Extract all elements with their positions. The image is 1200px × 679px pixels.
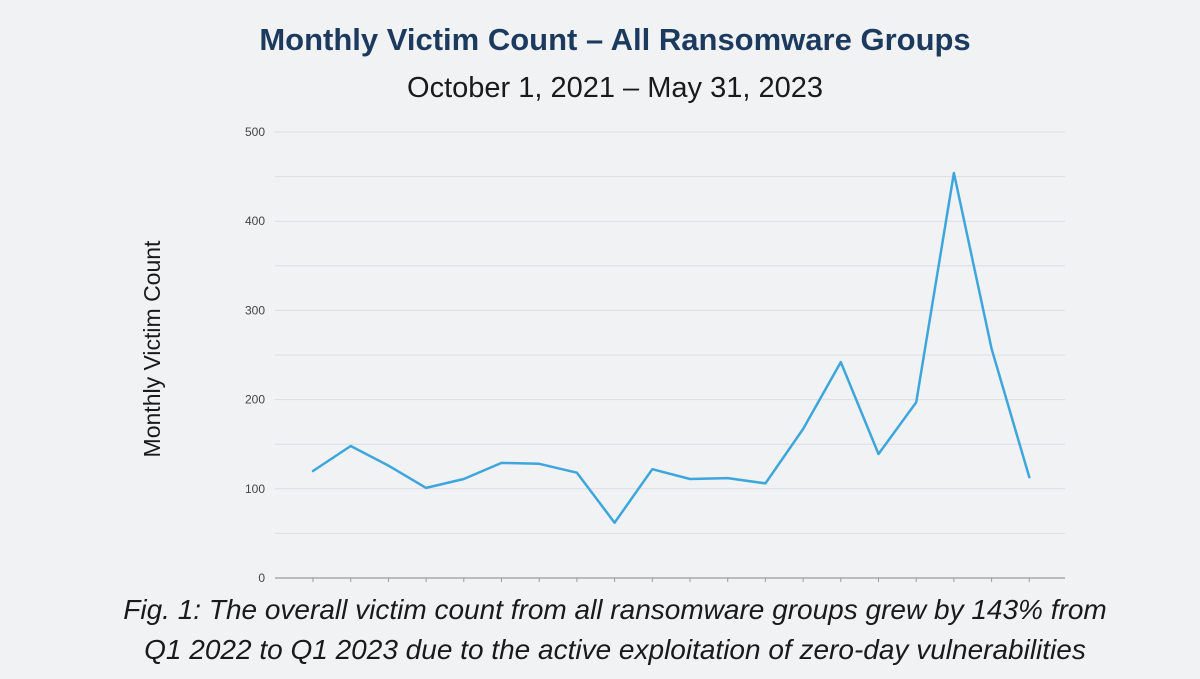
data-point	[311, 469, 315, 473]
x-axis-ticks	[312, 578, 1030, 582]
data-point	[763, 481, 767, 485]
y-axis-tick-labels: 0 100 200 300 400 500	[245, 125, 265, 585]
caption-line-1: Fig. 1: The overall victim count from al…	[123, 594, 1107, 625]
y-tick-label: 300	[245, 303, 265, 317]
chart-title: Monthly Victim Count – All Ransomware Gr…	[259, 22, 971, 57]
data-point	[726, 476, 730, 480]
y-axis-label: Monthly Victim Count	[139, 240, 165, 457]
figure-caption: Fig. 1: The overall victim count from al…	[0, 590, 1200, 670]
series-line	[311, 171, 1031, 524]
data-point	[990, 347, 994, 351]
data-point	[575, 471, 579, 475]
data-point	[914, 400, 918, 404]
data-point	[386, 464, 390, 468]
data-point	[537, 462, 541, 466]
y-tick-label: 200	[245, 393, 265, 407]
data-point	[688, 477, 692, 481]
y-tick-label: 500	[245, 125, 265, 139]
y-tick-label: 100	[245, 482, 265, 496]
data-point	[424, 486, 428, 490]
data-point	[500, 461, 504, 465]
chart-subtitle: October 1, 2021 – May 31, 2023	[407, 72, 823, 104]
data-point	[462, 477, 466, 481]
data-point	[650, 467, 654, 471]
caption-line-2: Q1 2022 to Q1 2023 due to the active exp…	[144, 634, 1086, 665]
grid-lines	[275, 131, 1065, 579]
series-layer	[311, 171, 1031, 525]
data-point	[801, 427, 805, 431]
data-point	[613, 521, 617, 525]
data-point	[877, 452, 881, 456]
data-point	[952, 171, 956, 175]
data-point	[1027, 475, 1031, 479]
data-point	[839, 360, 843, 364]
y-tick-label: 0	[258, 571, 265, 585]
y-tick-label: 400	[245, 214, 265, 228]
data-point	[349, 444, 353, 448]
